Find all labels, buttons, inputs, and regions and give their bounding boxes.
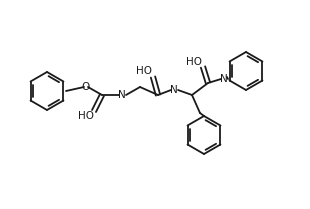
Text: HO: HO <box>186 57 202 67</box>
Text: N: N <box>220 74 228 84</box>
Text: O: O <box>81 82 89 92</box>
Text: HO: HO <box>78 111 94 121</box>
Text: N: N <box>170 85 178 95</box>
Text: HO: HO <box>136 66 152 76</box>
Text: N: N <box>118 90 126 100</box>
